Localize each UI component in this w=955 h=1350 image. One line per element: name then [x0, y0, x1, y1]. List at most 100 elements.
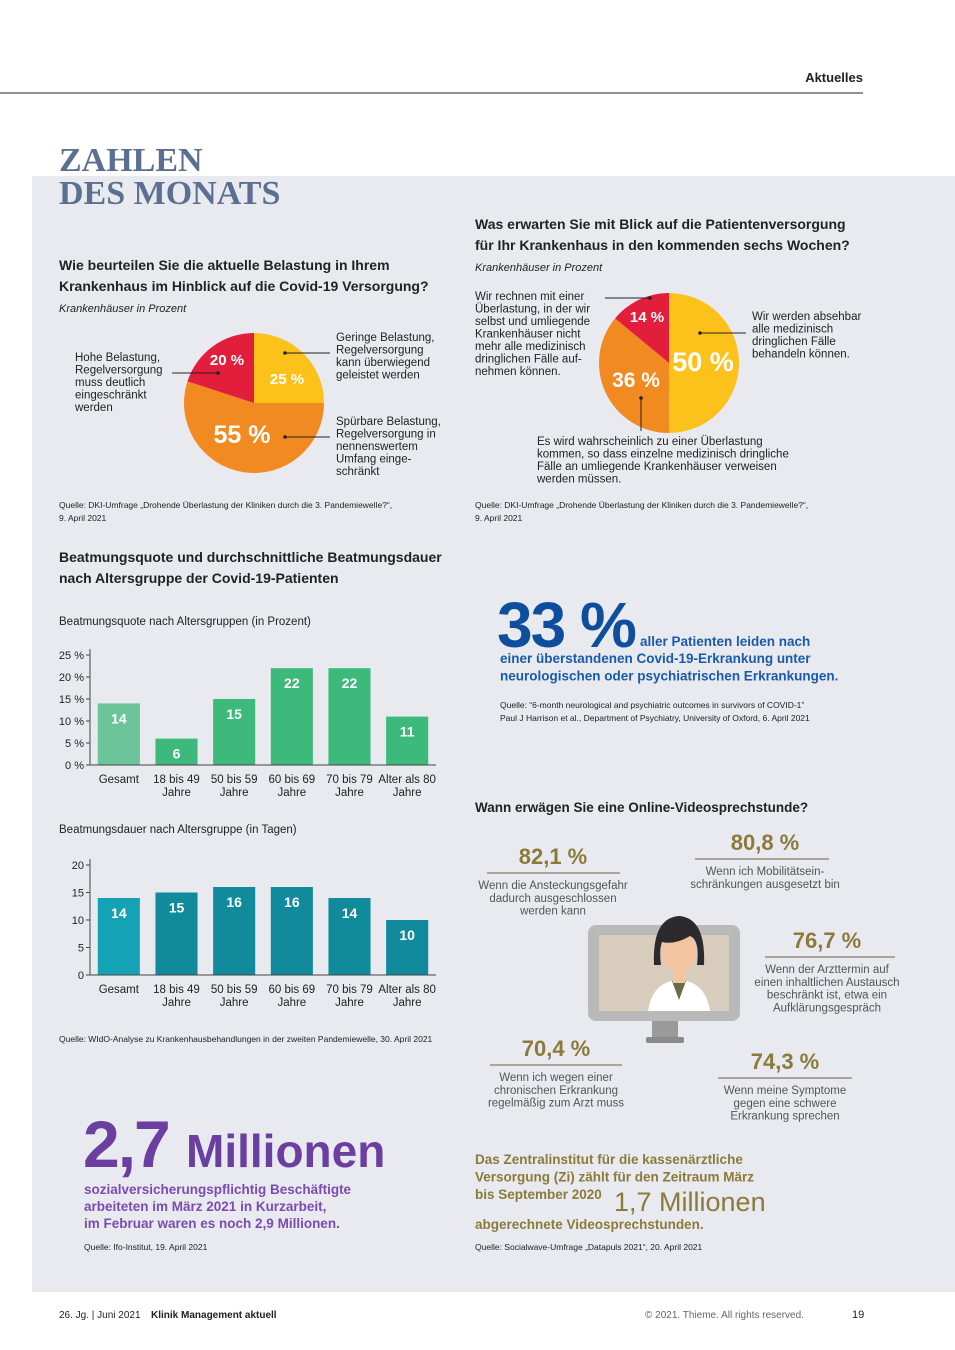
survey-text: schränkungen ausgesetzt bin — [690, 879, 840, 891]
page-title: DES MONATS — [59, 175, 280, 212]
survey-text: Wenn die Ansteckungsgefahr — [478, 880, 628, 892]
bar-value-label: 14 — [342, 905, 358, 921]
source: Quelle: Ifo-Institut, 19. April 2021 — [84, 1242, 208, 1252]
section-title: nach Altersgruppe der Covid-19-Patienten — [59, 570, 339, 586]
x-tick-label: 70 bis 79 Jahre — [326, 984, 373, 1009]
y-tick-label: 10 % — [59, 716, 84, 728]
x-tick-label-box: 60 bis 69 Jahre — [268, 774, 315, 799]
x-tick-label-box: Gesamt — [98, 774, 139, 786]
bar — [97, 703, 140, 765]
zi-highlight: 1,7 Millionen — [614, 1187, 766, 1217]
pie-category-label: Wir werden absehbar — [752, 311, 861, 323]
stat-text: im Februar waren es noch 2,9 Millionen. — [84, 1216, 340, 1231]
bar-value-label: 14 — [111, 710, 127, 726]
bar — [97, 898, 140, 975]
x-tick-label: Gesamt — [98, 774, 139, 786]
x-tick-label-box: Älter als 80 Jahre — [378, 774, 436, 799]
pie-slice — [254, 333, 324, 403]
bar-value-label: 22 — [342, 675, 358, 691]
footer-journal: Klinik Management aktuell — [151, 1310, 277, 1321]
chart-source: Quelle: DKI-Umfrage „Drohende Überlastun… — [59, 500, 392, 510]
chart-source: Quelle: DKI-Umfrage „Drohende Überlastun… — [475, 500, 808, 510]
chart-source: 9. April 2021 — [475, 513, 523, 523]
y-tick-label: 15 % — [59, 694, 84, 706]
pie-slice — [599, 318, 669, 433]
bar — [328, 898, 371, 975]
leader-dot — [283, 351, 287, 355]
x-tick-label-box: 50 bis 59 Jahre — [210, 984, 258, 1009]
leader-dot — [698, 331, 702, 335]
chart-subtitle: Krankenhäuser in Prozent — [59, 303, 187, 315]
x-tick-label-box: 18 bis 49 Jahre — [153, 984, 200, 1009]
y-tick-label: 10 — [72, 915, 84, 927]
pie-value-label: 20 % — [210, 352, 244, 369]
page-title: ZAHLEN — [59, 142, 203, 179]
bar-value-label: 15 — [226, 706, 242, 722]
chart-title: für Ihr Krankenhaus in den kommenden sec… — [475, 237, 850, 253]
chart-title: Was erwarten Sie mit Blick auf die Patie… — [475, 216, 846, 232]
pie-value-label: 36 % — [612, 369, 660, 392]
pie-category-label: kann überwiegend — [336, 357, 430, 369]
survey-text: Wenn der Arzttermin auf — [765, 964, 890, 976]
survey-text: gegen eine schwere — [734, 1098, 837, 1110]
x-tick-label-box: 18 bis 49 Jahre — [153, 774, 200, 799]
pie-category-label: Umfang einge- — [336, 454, 412, 466]
y-tick-label: 20 — [72, 860, 84, 872]
stat-text: aller Patienten leiden nach — [640, 634, 810, 649]
bar-value-label: 22 — [284, 675, 300, 691]
pie-category-label: muss deutlich — [75, 377, 145, 389]
pie-category-label: Überlastung, in der wir — [475, 304, 590, 316]
bar-value-label: 10 — [399, 927, 415, 943]
chart-title: Wie beurteilen Sie die aktuelle Belastun… — [59, 257, 390, 273]
pie-slice — [184, 381, 324, 473]
bar — [386, 716, 429, 765]
x-tick-label: Gesamt — [98, 984, 139, 996]
bar — [155, 738, 198, 765]
pie-slice — [187, 333, 254, 403]
pie-category-label: Regelversorgung — [75, 365, 163, 377]
x-tick-label: 50 bis 59 Jahre — [210, 984, 258, 1009]
pie-category-label: mehr alle medizinisch — [475, 341, 586, 353]
survey-value: 80,8 % — [731, 830, 800, 855]
x-tick-label-box: 60 bis 69 Jahre — [268, 984, 315, 1009]
survey-text: einen inhaltlichen Austausch — [754, 977, 899, 989]
pie-category-label: selbst und umliegende — [475, 316, 590, 328]
pie-category-label: nennenswertem — [336, 441, 418, 453]
bar — [270, 887, 313, 975]
pie-category-label: nehmen können. — [475, 366, 561, 378]
x-tick-label: Älter als 80 Jahre — [378, 774, 436, 799]
survey-text: Wenn ich Mobilitätsein- — [706, 866, 825, 878]
survey-text: Wenn meine Symptome — [724, 1085, 847, 1097]
survey-text: werden kann — [519, 906, 586, 918]
big-stat: 33 % — [497, 589, 636, 661]
x-tick-label: 50 bis 59 Jahre — [210, 774, 258, 799]
x-tick-label-box: Gesamt — [98, 984, 139, 996]
survey-value: 70,4 % — [522, 1036, 591, 1061]
illustration — [588, 916, 740, 1043]
bar-value-label: 6 — [173, 746, 181, 762]
x-tick-label-box: Älter als 80 Jahre — [378, 984, 436, 1009]
x-tick-label-box: 70 bis 79 Jahre — [326, 774, 373, 799]
pie-category-label: Spürbare Belastung, — [336, 416, 441, 428]
x-tick-label: 18 bis 49 Jahre — [153, 774, 200, 799]
big-stat: 2,7 — [83, 1107, 169, 1181]
pie-category-label: Regelversorgung in — [336, 429, 436, 441]
survey-text: Erkrankung sprechen — [730, 1111, 839, 1123]
pie-category-label: Fälle an umliegende Krankenhäuser verwei… — [537, 461, 777, 473]
survey-value: 74,3 % — [751, 1049, 820, 1074]
zi-text: abgerechnete Videosprechstunden. — [475, 1217, 704, 1232]
x-tick-label-box: 50 bis 59 Jahre — [210, 774, 258, 799]
section: Aktuelles — [805, 70, 863, 85]
leader-dot — [639, 396, 643, 400]
zi-text: Versorgung (Zi) zählt für den Zeitraum M… — [475, 1170, 754, 1185]
x-tick-label: 18 bis 49 Jahre — [153, 984, 200, 1009]
leader-dot — [283, 435, 287, 439]
survey-text: dadurch ausgeschlossen — [489, 893, 616, 905]
y-tick-label: 20 % — [59, 672, 84, 684]
section-title: Beatmungsquote und durchschnittliche Bea… — [59, 549, 442, 565]
source: Quelle: WIdO-Analyse zu Krankenhausbehan… — [59, 1034, 433, 1044]
bar-value-label: 15 — [169, 900, 185, 916]
y-tick-label: 25 % — [59, 650, 84, 662]
y-tick-label: 0 — [78, 970, 84, 982]
bar — [386, 920, 429, 975]
